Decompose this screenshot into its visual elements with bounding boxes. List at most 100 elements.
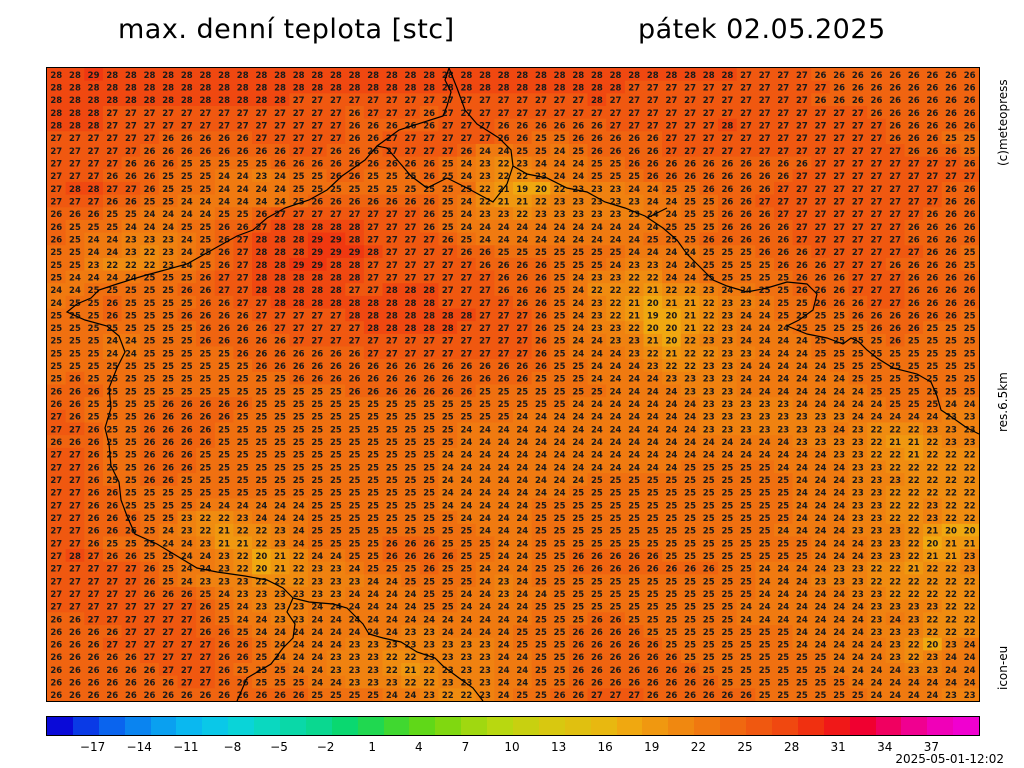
temp-value: 24 xyxy=(479,438,491,448)
temp-value: 27 xyxy=(796,235,808,245)
temp-value: 23 xyxy=(330,565,342,575)
temp-value: 27 xyxy=(386,248,398,258)
temp-value: 25 xyxy=(460,577,472,587)
temp-value: 25 xyxy=(964,147,976,157)
temp-value: 26 xyxy=(200,413,212,423)
temp-value: 24 xyxy=(871,400,883,410)
temp-value: 26 xyxy=(666,679,678,689)
temp-value: 25 xyxy=(796,666,808,676)
temp-value: 21 xyxy=(684,324,696,334)
temp-value: 26 xyxy=(218,413,230,423)
temp-value: 25 xyxy=(610,159,622,169)
temp-value: 27 xyxy=(255,109,267,119)
temp-value: 26 xyxy=(293,349,305,359)
temp-value: 26 xyxy=(479,261,491,271)
temp-value: 25 xyxy=(889,387,901,397)
temp-value: 24 xyxy=(871,666,883,676)
temp-value: 23 xyxy=(330,653,342,663)
temp-value: 25 xyxy=(777,641,789,651)
temp-value: 26 xyxy=(535,122,547,132)
temp-value: 26 xyxy=(964,109,976,119)
temp-value: 24 xyxy=(498,666,510,676)
temp-value: 25 xyxy=(572,489,584,499)
temp-cell xyxy=(867,68,887,82)
temp-value: 26 xyxy=(628,552,640,562)
temp-value: 25 xyxy=(330,463,342,473)
temp-value: 22 xyxy=(926,463,938,473)
temp-value: 26 xyxy=(405,539,417,549)
temp-value: 25 xyxy=(703,501,715,511)
temp-value: 25 xyxy=(703,603,715,613)
temp-value: 26 xyxy=(554,691,566,701)
temp-value: 28 xyxy=(218,71,230,81)
temp-value: 27 xyxy=(367,349,379,359)
temp-value: 25 xyxy=(703,476,715,486)
temp-cell xyxy=(307,169,328,183)
temp-value: 25 xyxy=(125,286,137,296)
temp-cell xyxy=(680,156,700,170)
temp-value: 23 xyxy=(871,590,883,600)
temp-value: 26 xyxy=(367,362,379,372)
temp-value: 24 xyxy=(386,603,398,613)
temp-value: 27 xyxy=(498,337,510,347)
temp-value: 25 xyxy=(181,273,193,283)
temp-cell xyxy=(326,68,346,82)
temp-value: 26 xyxy=(535,349,547,359)
temp-value: 26 xyxy=(516,122,528,132)
temp-value: 25 xyxy=(926,375,938,385)
temp-value: 25 xyxy=(740,679,752,689)
temp-cell xyxy=(848,68,868,82)
temp-value: 24 xyxy=(516,603,528,613)
temp-value: 26 xyxy=(908,273,920,283)
temp-value: 23 xyxy=(610,210,622,220)
temp-value: 24 xyxy=(516,615,528,625)
temp-value: 28 xyxy=(106,71,118,81)
temp-value: 24 xyxy=(460,159,472,169)
temp-cell xyxy=(568,169,589,183)
temp-value: 26 xyxy=(703,185,715,195)
temp-cell xyxy=(923,93,943,107)
temp-value: 25 xyxy=(423,400,435,410)
temp-value: 26 xyxy=(88,387,100,397)
temp-value: 26 xyxy=(255,147,267,157)
temp-value: 26 xyxy=(460,248,472,258)
temp-cell xyxy=(307,143,328,158)
temp-value: 24 xyxy=(647,387,659,397)
temp-value: 25 xyxy=(237,159,249,169)
temp-value: 24 xyxy=(106,248,118,258)
temp-value: 26 xyxy=(200,603,212,613)
temp-value: 29 xyxy=(311,235,323,245)
temp-cell xyxy=(270,105,290,120)
temp-cell xyxy=(270,93,290,107)
temp-value: 24 xyxy=(796,349,808,359)
temp-value: 27 xyxy=(498,299,510,309)
temp-value: 24 xyxy=(591,413,603,423)
temp-value: 26 xyxy=(852,311,864,321)
temp-value: 25 xyxy=(815,691,827,701)
temp-value: 23 xyxy=(293,603,305,613)
temp-value: 28 xyxy=(144,96,156,106)
temp-cell xyxy=(196,131,216,145)
temp-value: 26 xyxy=(181,400,193,410)
temp-value: 25 xyxy=(442,565,454,575)
temp-value: 25 xyxy=(88,349,100,359)
temp-value: 27 xyxy=(69,603,81,613)
temp-cell xyxy=(326,80,346,94)
temp-value: 25 xyxy=(591,501,603,511)
temp-value: 24 xyxy=(815,476,827,486)
temp-cell xyxy=(475,131,495,145)
temp-value: 27 xyxy=(479,134,491,144)
temp-value: 25 xyxy=(572,248,584,258)
temp-cell xyxy=(513,68,533,82)
temp-value: 26 xyxy=(423,539,435,549)
temp-value: 24 xyxy=(684,261,696,271)
temp-cell xyxy=(475,105,495,120)
temp-value: 26 xyxy=(833,273,845,283)
temp-value: 24 xyxy=(777,362,789,372)
temp-value: 26 xyxy=(666,172,678,182)
temp-value: 24 xyxy=(684,273,696,283)
temp-value: 25 xyxy=(554,679,566,689)
temp-cell xyxy=(494,68,514,82)
temp-value: 26 xyxy=(572,653,584,663)
temp-value: 27 xyxy=(106,122,118,132)
